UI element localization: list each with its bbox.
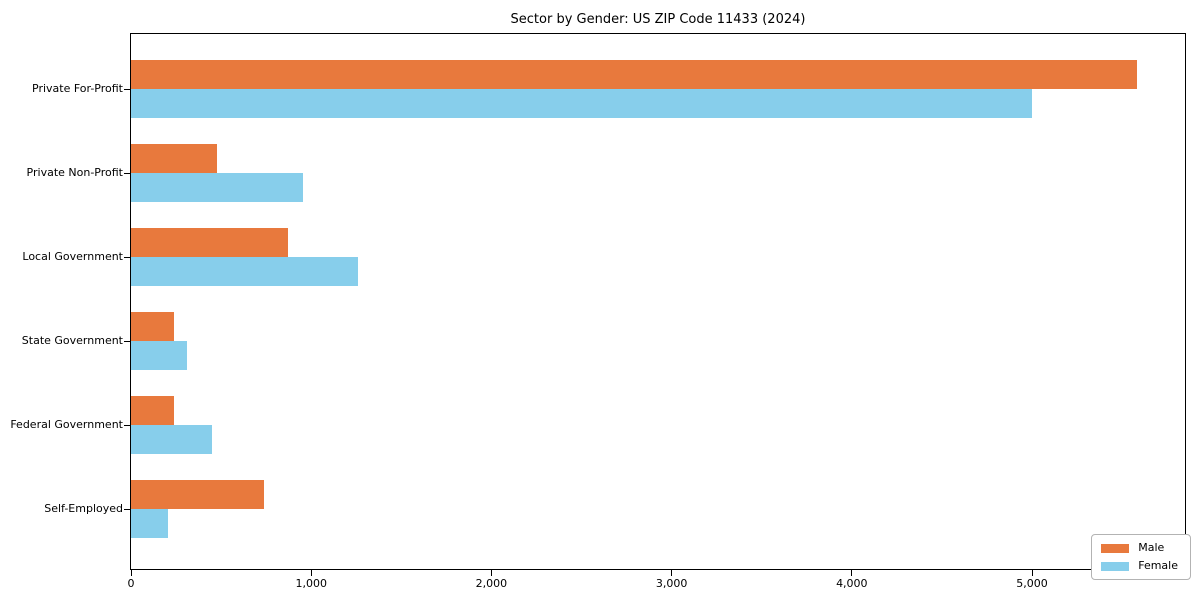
y-tick-label-state-government: State Government xyxy=(21,334,123,347)
y-tick-label-private-non-profit: Private Non-Profit xyxy=(26,166,123,179)
bar-female-local-government xyxy=(131,257,359,286)
bar-female-private-for-profit xyxy=(131,89,1033,118)
x-tick-label-4000: 4,000 xyxy=(836,577,868,590)
bar-female-private-non-profit xyxy=(131,173,304,202)
legend: Male Female xyxy=(1091,534,1191,580)
x-tick-mark-5000 xyxy=(1031,570,1033,576)
legend-item-female: Female xyxy=(1101,560,1178,572)
x-tick-label-0: 0 xyxy=(127,577,135,590)
x-tick-mark-2000 xyxy=(490,570,492,576)
x-tick-label-2000: 2,000 xyxy=(475,577,508,590)
y-tick-mark-private-non-profit xyxy=(124,173,130,174)
bar-male-self-employed xyxy=(131,480,265,509)
chart-title: Sector by Gender: US ZIP Code 11433 (202… xyxy=(510,12,806,27)
y-tick-label-private-for-profit: Private For-Profit xyxy=(32,82,123,95)
plot-area: 0 1,000 2,000 3,000 4,000 5,000 Private For-Pr… xyxy=(10,33,1186,590)
y-tick-label-federal-government: Federal Government xyxy=(10,418,123,431)
bar-male-private-non-profit xyxy=(131,144,218,173)
x-tick-mark-1000 xyxy=(310,570,312,576)
x-tick-label-3000: 3,000 xyxy=(655,577,688,590)
y-tick-mark-self-employed xyxy=(124,509,130,510)
x-tick-mark-4000 xyxy=(851,570,853,576)
y-tick-mark-private-for-profit xyxy=(124,89,130,90)
bar-male-private-for-profit xyxy=(131,60,1137,89)
x-tick-mark-0 xyxy=(130,570,132,576)
y-tick-label-local-government: Local Government xyxy=(22,250,123,263)
x-tick-label-5000: 5,000 xyxy=(1016,577,1048,590)
x-tick-mark-3000 xyxy=(671,570,673,576)
bar-female-state-government xyxy=(131,341,187,370)
legend-item-male: Male xyxy=(1101,542,1178,554)
y-tick-mark-state-government xyxy=(124,341,130,342)
x-tick-label-1000: 1,000 xyxy=(295,577,327,590)
legend-label-female: Female xyxy=(1138,559,1178,572)
y-tick-mark-federal-government xyxy=(124,425,130,426)
bar-male-state-government xyxy=(131,312,175,341)
y-tick-label-self-employed: Self-Employed xyxy=(44,502,123,515)
bar-female-self-employed xyxy=(131,509,168,538)
bar-male-local-government xyxy=(131,228,288,257)
legend-swatch-female xyxy=(1101,561,1130,571)
legend-label-male: Male xyxy=(1138,541,1165,554)
bar-female-federal-government xyxy=(131,425,213,454)
bar-male-federal-government xyxy=(131,396,175,425)
y-tick-mark-local-government xyxy=(124,257,130,258)
legend-swatch-male xyxy=(1101,543,1130,553)
